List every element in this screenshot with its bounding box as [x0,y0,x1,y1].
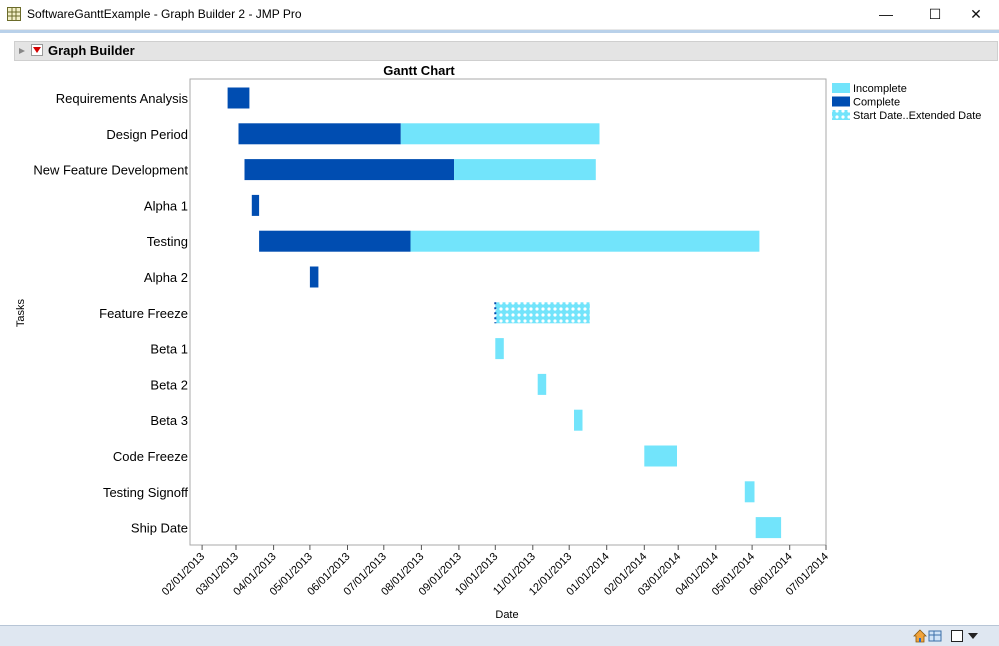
gantt-bar-complete [244,159,455,181]
x-axis-title: Date [495,609,518,621]
minimize-button[interactable]: — [879,6,893,22]
menu-arrow-icon[interactable] [966,629,980,643]
task-label: Alpha 1 [144,198,188,213]
legend-label: Start Date..Extended Date [853,110,981,122]
legend-swatch-extended [832,110,850,120]
select-icon[interactable] [950,629,964,643]
gantt-bar-incomplete [574,409,583,431]
task-label: Beta 1 [150,342,188,357]
gantt-bar-complete [259,230,411,252]
gantt-chart: Gantt Chart Requirements Analysis Design … [15,63,981,621]
task-label: Code Freeze [113,449,188,464]
close-button[interactable]: ✕ [970,6,982,22]
legend-swatch-complete [832,96,850,107]
gantt-bar-complete [238,123,401,145]
task-label: Beta 2 [150,377,188,392]
collapse-triangle-icon[interactable] [18,47,26,55]
task-label: Testing Signoff [103,485,188,500]
gantt-bar-complete [251,194,260,216]
status-bar [0,625,999,646]
task-label: Design Period [106,127,188,142]
gantt-bar-incomplete [755,517,782,539]
window-title: SoftwareGanttExample - Graph Builder 2 -… [27,7,302,21]
legend-swatch-incomplete [832,83,850,93]
gantt-bar-incomplete [410,230,760,252]
outline-header-graph-builder: Graph Builder [14,41,998,61]
gantt-bar-complete [227,87,250,109]
gantt-bar-extended [495,302,590,324]
red-triangle-menu-icon[interactable] [31,44,43,56]
home-icon[interactable] [913,629,927,643]
gantt-bar-incomplete [537,373,547,395]
task-label: Ship Date [131,521,188,536]
gantt-bar-complete [309,266,319,288]
task-label: Alpha 2 [144,270,188,285]
gantt-bar-incomplete [454,159,596,181]
chart-title: Gantt Chart [383,63,455,78]
task-label: New Feature Development [33,163,188,178]
gantt-bar-incomplete [495,338,504,360]
y-axis-title: Tasks [15,298,27,327]
legend-label: Complete [853,97,900,109]
task-label: Testing [147,234,188,249]
gantt-bar-incomplete [744,481,755,503]
outline-title: Graph Builder [48,43,135,58]
legend-label: Incomplete [853,83,907,95]
gantt-bar-incomplete [400,123,600,145]
table-icon[interactable] [928,629,942,643]
jmp-table-icon [7,7,21,21]
task-label: Beta 3 [150,413,188,428]
gantt-bar-incomplete [644,445,677,467]
task-label: Requirements Analysis [56,91,189,106]
task-label: Feature Freeze [99,306,188,321]
title-bar: SoftwareGanttExample - Graph Builder 2 -… [0,0,999,30]
maximize-button[interactable]: ☐ [928,6,942,22]
title-accent-bar [0,30,999,33]
